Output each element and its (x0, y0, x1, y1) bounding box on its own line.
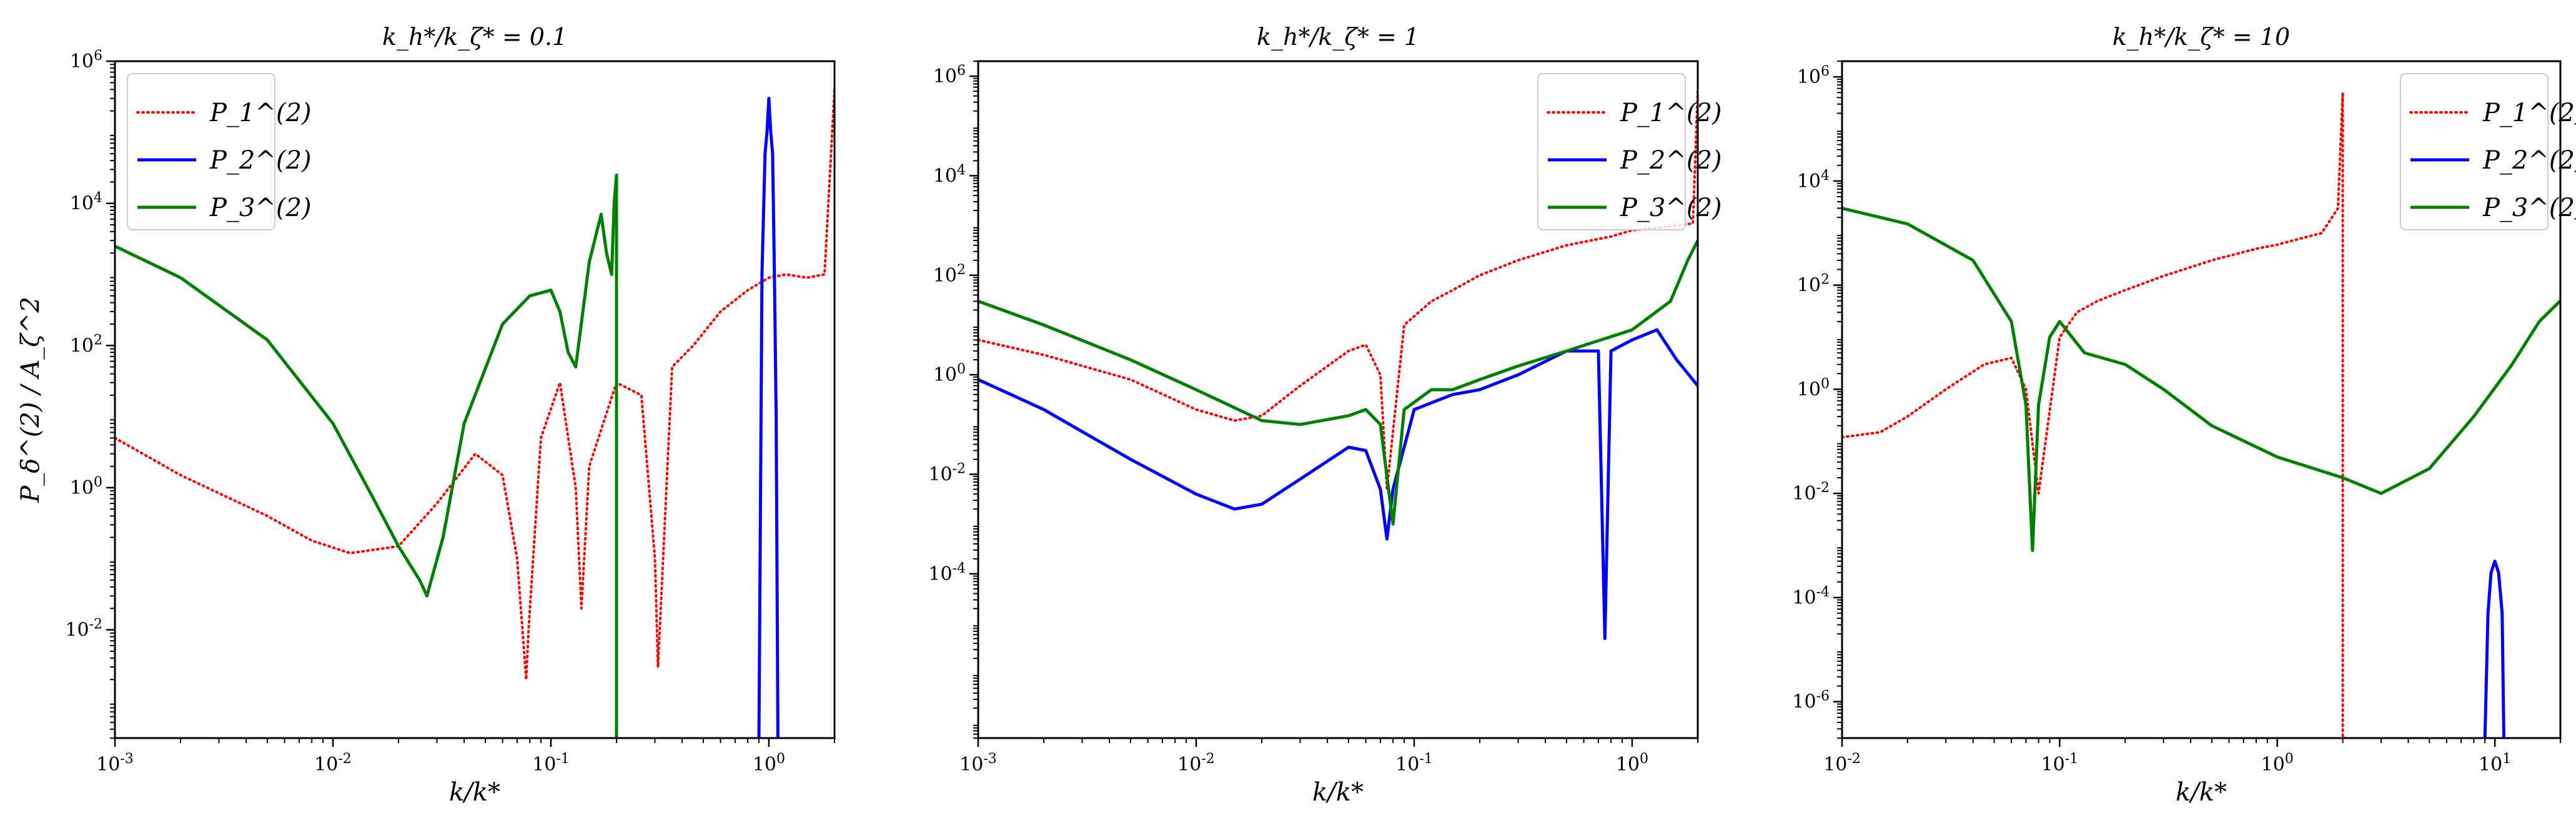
y-tick-label: 10-2 (1792, 480, 1830, 505)
x-tick-label: 100 (1616, 751, 1648, 776)
y-tick-label: 100 (933, 362, 966, 386)
x-tick-label: 10-3 (96, 751, 134, 776)
y-ticks: 10-2 100 102 104 106 (65, 48, 115, 739)
series-lines (1842, 91, 2560, 738)
y-ticks: 10-6 10-4 10-2 100 102 104 106 (1792, 61, 1842, 739)
legend-label-1: P_1^(2) (1620, 99, 1722, 127)
y-tick-label: 104 (1797, 168, 1830, 192)
x-tick-label: 10-1 (532, 751, 570, 776)
legend: P_1^(2) P_2^(2) P_3^(2) (1537, 73, 1722, 230)
y-tick-label: 106 (1797, 64, 1830, 88)
legend-label-3: P_3^(2) (1620, 194, 1722, 222)
series-lines (115, 88, 835, 738)
series-line-1 (1842, 91, 2347, 738)
x-tick-label: 100 (753, 751, 785, 776)
legend-label-3: P_3^(2) (2482, 194, 2576, 222)
y-tick-label: 102 (933, 262, 966, 287)
legend-label-2: P_2^(2) (209, 146, 312, 175)
y-tick-label: 104 (70, 190, 102, 215)
y-tick-label: 100 (70, 475, 102, 499)
series-line-1 (115, 88, 835, 681)
subplot-kh-0.1: k_h*/k_ζ* = 0.1 k/k* P_δ^(2) / A_ζ^2 10-… (16, 23, 836, 807)
legend-label-2: P_2^(2) (1620, 146, 1722, 175)
x-axis-label: k/k* (2176, 778, 2227, 807)
legend-label-1: P_1^(2) (2482, 99, 2576, 127)
x-tick-label: 10-2 (1823, 751, 1861, 776)
legend-label-3: P_3^(2) (209, 194, 312, 222)
y-tick-label: 106 (70, 48, 102, 72)
legend-label-1: P_1^(2) (209, 99, 312, 127)
y-tick-label: 10-4 (1792, 584, 1830, 609)
x-axis-label: k/k* (449, 778, 500, 807)
subplot-title: k_h*/k_ζ* = 1 (1257, 23, 1419, 51)
axes-frame (977, 60, 1699, 739)
x-axis-label: k/k* (1312, 778, 1364, 807)
series-line-3 (115, 173, 618, 738)
y-tick-label: 106 (933, 63, 966, 87)
x-ticks: 10-3 10-2 10-1 100 (959, 738, 1698, 776)
legend: P_1^(2) P_2^(2) P_3^(2) (127, 73, 312, 230)
y-tick-label: 102 (1797, 272, 1830, 297)
y-tick-label: 102 (70, 332, 102, 357)
series-line-2 (757, 97, 780, 738)
x-tick-label: 100 (2261, 751, 2294, 776)
y-tick-label: 10-2 (928, 461, 966, 486)
subplot-kh-10: k_h*/k_ζ* = 10 k/k* 10-2 10-1 100 101 10-61… (1792, 23, 2576, 807)
legend: P_1^(2) P_2^(2) P_3^(2) (2400, 73, 2576, 230)
series-line-2 (978, 328, 1698, 641)
x-tick-label: 10-2 (1177, 751, 1215, 776)
x-tick-label: 10-1 (2041, 751, 2079, 776)
series-line-3 (1842, 207, 2560, 553)
axes-frame (114, 60, 836, 739)
y-tick-label: 104 (933, 162, 966, 187)
x-tick-label: 101 (2479, 751, 2511, 776)
x-tick-label: 10-1 (1395, 751, 1433, 776)
subplot-title: k_h*/k_ζ* = 0.1 (382, 23, 567, 51)
x-tick-label: 10-3 (959, 751, 997, 776)
series-line-2 (2483, 559, 2505, 738)
y-axis-label: P_δ^(2) / A_ζ^2 (16, 297, 45, 503)
y-tick-label: 10-4 (928, 561, 966, 585)
axes-frame (1841, 60, 2562, 739)
y-tick-label: 100 (1797, 376, 1830, 400)
x-tick-label: 10-2 (314, 751, 352, 776)
series-line-3 (978, 239, 1698, 526)
x-ticks: 10-3 10-2 10-1 100 (96, 738, 835, 776)
subplot-kh-1: k_h*/k_ζ* = 1 k/k* 10-3 10-2 10-1 100 10-41… (928, 23, 1721, 807)
y-ticks: 10-4 10-2 100 102 104 106 (928, 61, 978, 739)
subplot-title: k_h*/k_ζ* = 10 (2113, 23, 2290, 51)
legend-label-2: P_2^(2) (2482, 146, 2576, 175)
y-tick-label: 10-6 (1792, 689, 1830, 713)
y-tick-label: 10-2 (65, 617, 102, 641)
x-ticks: 10-2 10-1 100 101 (1823, 738, 2561, 776)
